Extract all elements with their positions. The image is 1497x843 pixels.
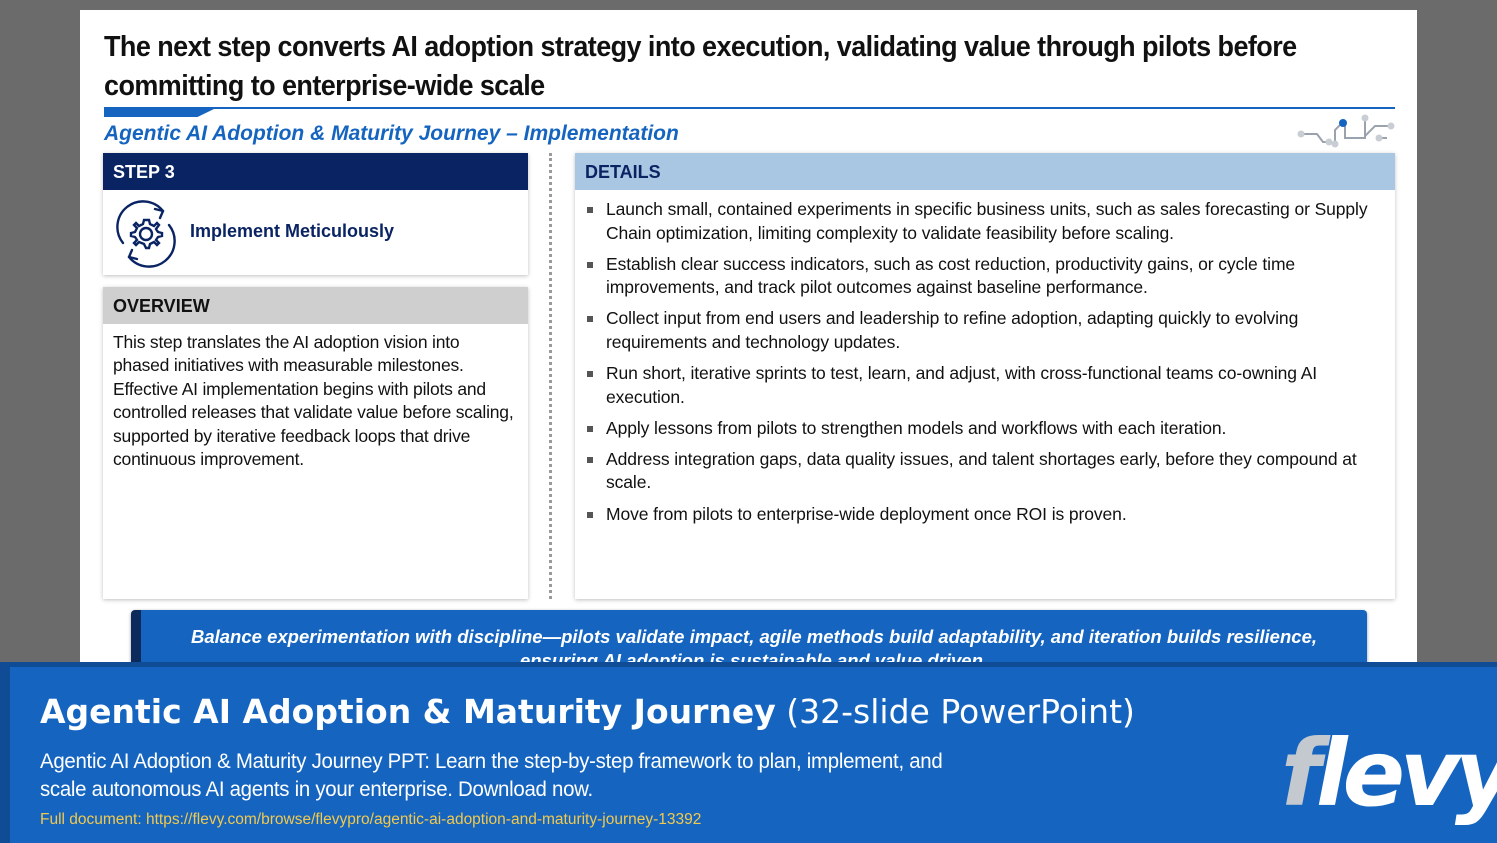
bullet-icon	[587, 425, 593, 432]
details-item-text: Address integration gaps, data quality i…	[606, 448, 1357, 493]
details-item: Address integration gaps, data quality i…	[587, 448, 1385, 495]
footer-panel: Agentic AI Adoption & Maturity Journey (…	[10, 667, 1497, 843]
gear-cycle-icon	[116, 200, 176, 268]
details-item: Run short, iterative sprints to test, le…	[587, 362, 1385, 409]
dotted-divider	[549, 153, 552, 599]
slide-subtitle: Agentic AI Adoption & Maturity Journey –…	[104, 122, 679, 145]
footer-title-suffix: (32-slide PowerPoint)	[775, 692, 1135, 731]
bullet-icon	[587, 207, 593, 213]
bullet-icon	[587, 456, 593, 463]
details-item-text: Move from pilots to enterprise-wide depl…	[606, 503, 1127, 524]
slide: The next step converts AI adoption strat…	[80, 10, 1417, 670]
details-item-text: Launch small, contained experiments in s…	[606, 199, 1368, 243]
overview-text: This step translates the AI adoption vis…	[113, 332, 514, 470]
details-item: Collect input from end users and leaders…	[587, 307, 1385, 354]
details-item-text: Collect input from end users and leaders…	[606, 308, 1299, 352]
details-item: Move from pilots to enterprise-wide depl…	[587, 503, 1385, 527]
details-item: Apply lessons from pilots to strengthen …	[587, 417, 1385, 441]
bullet-icon	[587, 371, 593, 378]
details-item-text: Establish clear success indicators, such…	[606, 253, 1296, 298]
key-takeaway-banner: Balance experimentation with discipline—…	[131, 610, 1367, 670]
full-document-link[interactable]: Full document: https://flevy.com/browse/…	[40, 811, 702, 828]
footer-description: Agentic AI Adoption & Maturity Journey P…	[40, 749, 943, 801]
details-item: Establish clear success indicators, such…	[587, 253, 1385, 300]
footer-title: Agentic AI Adoption & Maturity Journey (…	[40, 692, 1135, 731]
flevy-logo[interactable]: flevy	[1281, 728, 1497, 820]
bullet-icon	[587, 511, 593, 518]
footer: Agentic AI Adoption & Maturity Journey (…	[0, 662, 1497, 843]
details-item: Launch small, contained experiments in s…	[587, 198, 1385, 245]
logo-letter-f: f	[1281, 720, 1321, 827]
circuit-icon	[1297, 114, 1395, 148]
overview-card: OVERVIEW This step translates the AI ado…	[103, 287, 528, 599]
overview-header: OVERVIEW	[103, 287, 528, 324]
logo-text: levy	[1316, 720, 1497, 827]
title-rule	[104, 107, 1395, 109]
details-item-text: Run short, iterative sprints to test, le…	[606, 363, 1318, 407]
title-rule-accent	[104, 109, 214, 117]
step-header: STEP 3	[103, 153, 528, 190]
details-header: DETAILS	[575, 153, 1395, 190]
step-label: Implement Meticulously	[190, 221, 395, 241]
bullet-icon	[587, 261, 593, 268]
details-list: Launch small, contained experiments in s…	[575, 190, 1395, 526]
slide-title: The next step converts AI adoption strat…	[104, 31, 1297, 102]
footer-title-main: Agentic AI Adoption & Maturity Journey	[40, 692, 776, 731]
step-body: Implement Meticulously	[103, 190, 528, 275]
bullet-icon	[587, 316, 593, 323]
step-card: STEP 3 Implement Meticulously	[103, 153, 528, 275]
details-card: DETAILS Launch small, contained experime…	[575, 153, 1395, 599]
details-item-text: Apply lessons from pilots to strengthen …	[606, 417, 1227, 438]
